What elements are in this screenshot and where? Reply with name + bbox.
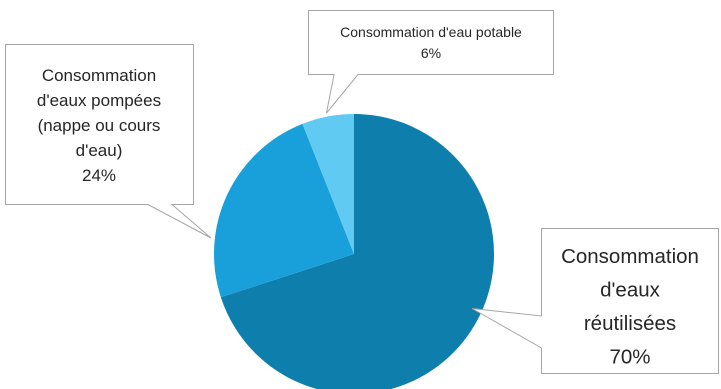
callout-eaux-pompees: Consommation d'eaux pompées (nappe ou co… [5,44,212,239]
callout-box-eaux-reutilisees [471,228,719,374]
pie-slice-eaux-reutilisees [220,114,494,389]
callout-box-eaux-pompees [5,44,212,239]
pie-slice-eau-potable [302,114,354,254]
data-label-eaux-pompees-value: 24% [82,166,116,185]
callout-eaux-reutilisees: Consommation d'eaux réutilisées 70% [471,228,719,374]
pie-slice-eaux-pompees [213,123,354,298]
data-label-eaux-reutilisees-line-3: réutilisées [584,312,676,335]
data-label-eaux-pompees-line-2: d'eaux pompées [37,91,161,110]
data-label-eaux-pompees-line-4: d'eau) [76,141,123,160]
data-label-eaux-reutilisees-line-2: d'eaux [600,279,661,302]
data-label-eaux-pompees-line-1: Consommation [42,66,156,85]
data-label-eaux-reutilisees-value: 70% [609,346,650,369]
callout-eau-potable: Consommation d'eau potable 6% [308,10,554,114]
data-label-eaux-reutilisees-line-1: Consommation [561,245,699,268]
data-label-eaux-pompees-line-3: (nappe ou cours [38,116,161,135]
data-label-eau-potable-name: Consommation d'eau potable [340,24,522,40]
data-label-eau-potable-value: 6% [421,45,441,61]
callout-box-eau-potable [308,10,554,114]
pie-slices [213,114,494,389]
